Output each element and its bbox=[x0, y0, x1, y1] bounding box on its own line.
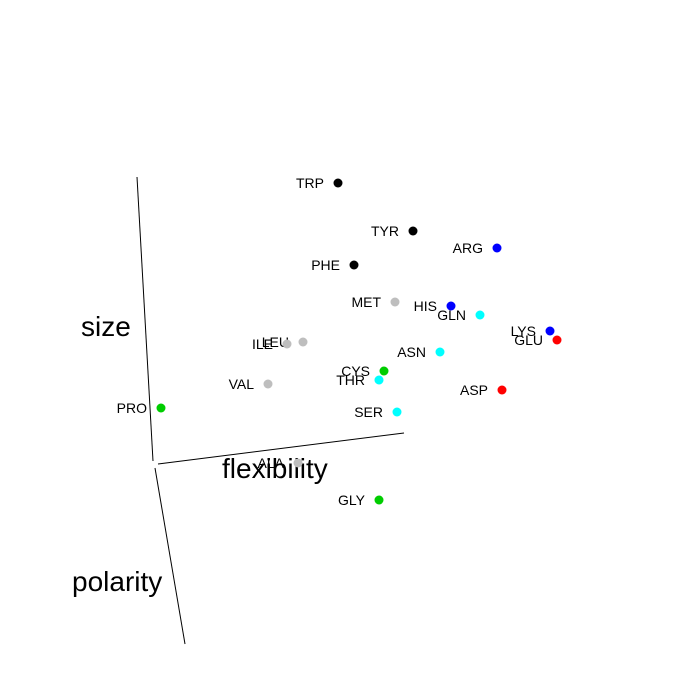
point-label-val: VAL bbox=[229, 376, 255, 392]
point-val bbox=[263, 379, 273, 389]
polarity-axis-line bbox=[154, 467, 186, 645]
point-label-leu: LEU bbox=[262, 334, 289, 350]
point-label-asn: ASN bbox=[397, 344, 426, 360]
point-leu bbox=[298, 337, 308, 347]
point-gln bbox=[475, 310, 485, 320]
polarity-axis-label: polarity bbox=[72, 566, 162, 597]
point-label-thr: THR bbox=[336, 372, 365, 388]
point-label-gln: GLN bbox=[437, 307, 466, 323]
point-label-ile: ILE bbox=[252, 336, 273, 352]
point-lys bbox=[545, 326, 555, 336]
point-label-ala: ALA bbox=[258, 455, 285, 471]
point-label-cys: CYS bbox=[341, 363, 370, 379]
point-label-glu: GLU bbox=[514, 332, 543, 348]
point-gly bbox=[374, 495, 384, 505]
point-label-arg: ARG bbox=[453, 240, 483, 256]
point-tyr bbox=[408, 226, 418, 236]
point-arg bbox=[492, 243, 502, 253]
point-label-trp: TRP bbox=[296, 175, 324, 191]
point-met bbox=[390, 297, 400, 307]
point-label-tyr: TYR bbox=[371, 223, 399, 239]
point-label-his: HIS bbox=[414, 298, 437, 314]
size-axis-line bbox=[136, 176, 154, 462]
point-thr bbox=[374, 375, 384, 385]
point-asp bbox=[497, 385, 507, 395]
point-ala bbox=[293, 458, 303, 468]
point-glu bbox=[552, 335, 562, 345]
flexibility-axis-label: flexibility bbox=[222, 453, 328, 484]
point-cys bbox=[379, 366, 389, 376]
point-label-asp: ASP bbox=[460, 382, 488, 398]
point-trp bbox=[333, 178, 343, 188]
point-phe bbox=[349, 260, 359, 270]
point-ile bbox=[282, 339, 292, 349]
point-his bbox=[446, 301, 456, 311]
point-ser bbox=[392, 407, 402, 417]
point-label-pro: PRO bbox=[117, 400, 147, 416]
point-label-phe: PHE bbox=[311, 257, 340, 273]
point-asn bbox=[435, 347, 445, 357]
point-label-gly: GLY bbox=[338, 492, 366, 508]
point-pro bbox=[156, 403, 166, 413]
point-label-met: MET bbox=[351, 294, 381, 310]
size-axis-label: size bbox=[81, 311, 131, 342]
point-label-ser: SER bbox=[354, 404, 383, 420]
flexibility-axis-line bbox=[157, 432, 405, 465]
point-label-lys: LYS bbox=[511, 323, 536, 339]
